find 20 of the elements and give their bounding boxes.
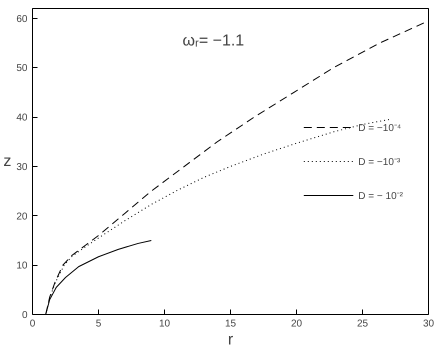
x-axis-title: r (228, 332, 234, 348)
y-tick-label: 20 (16, 211, 28, 222)
y-tick-label: 30 (16, 162, 28, 173)
x-tick-label: 0 (30, 318, 36, 330)
y-tick-label: 10 (16, 260, 28, 272)
x-tick-label: 30 (422, 318, 434, 330)
x-tick-label: 10 (158, 318, 170, 330)
y-tick-label: 40 (16, 112, 28, 124)
x-tick-label: 20 (290, 318, 302, 330)
y-tick-label: 50 (16, 63, 28, 74)
x-tick-label: 25 (356, 318, 368, 330)
legend-label: D = − 10⁻² (358, 190, 403, 202)
y-axis-title: z (3, 153, 12, 170)
x-tick-label: 15 (224, 318, 236, 330)
y-tick-label: 60 (16, 14, 28, 25)
legend-label: D = −10⁻⁴ (358, 122, 402, 134)
annotation: ωᵣ= −1.1 (182, 32, 244, 50)
legend-label: D = −10⁻³ (358, 156, 400, 168)
x-tick-label: 5 (96, 318, 102, 330)
y-tick-label: 0 (22, 310, 28, 321)
